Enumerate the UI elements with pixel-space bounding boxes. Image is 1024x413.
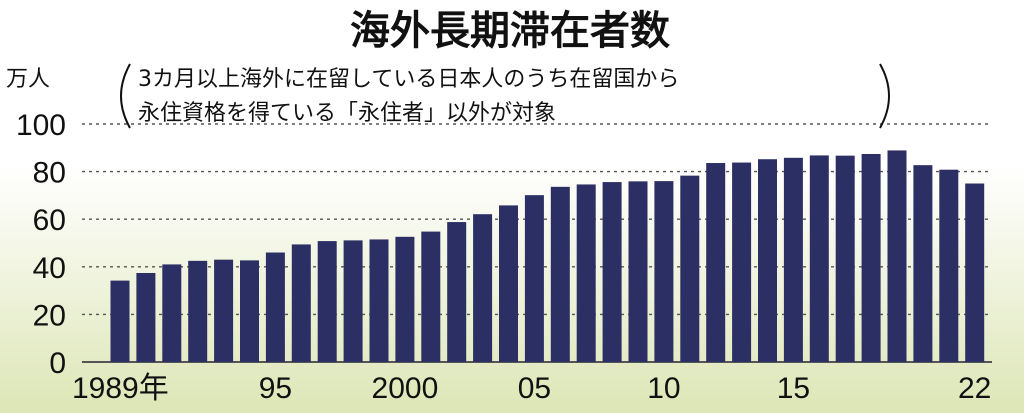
bar-1995 — [265, 252, 285, 362]
bar-2004 — [499, 205, 518, 362]
x-tick-label: 95 — [259, 372, 292, 405]
note-right-paren — [879, 63, 890, 129]
bar-2014 — [758, 159, 777, 362]
bar-2001 — [421, 231, 441, 362]
bar-1998 — [343, 240, 363, 362]
chart-title: 海外長期滞在者数 — [350, 8, 670, 54]
bar-2002 — [447, 222, 467, 362]
bar-layer — [110, 150, 985, 362]
axis-layer: 0 20 40 60 80 100 1989年 95 2000 05 10 15 22 — [16, 109, 991, 405]
bar-1991 — [162, 264, 182, 362]
x-tick-label: 10 — [647, 372, 680, 405]
bar-2022 — [965, 183, 985, 362]
bar-2019 — [887, 150, 907, 362]
bar-2007 — [576, 184, 596, 362]
bar-2012 — [706, 163, 726, 362]
bar-2009 — [628, 181, 648, 362]
y-tick-label: 100 — [16, 109, 66, 142]
bar-1989 — [110, 280, 130, 362]
y-tick-label: 40 — [33, 252, 66, 285]
x-tick-label: 05 — [518, 372, 551, 405]
bar-2020 — [913, 165, 933, 362]
x-tick-label: 2000 — [372, 372, 439, 405]
bar-2005 — [524, 195, 544, 362]
x-tick-label: 22 — [958, 372, 991, 405]
note-left-paren — [120, 63, 131, 129]
bar-2016 — [809, 155, 829, 362]
bar-2006 — [550, 186, 570, 362]
bar-2003 — [473, 214, 493, 362]
y-tick-label: 0 — [49, 347, 66, 380]
unit-label: 万人 — [6, 67, 50, 92]
bar-1993 — [214, 259, 234, 362]
bar-2013 — [732, 162, 752, 362]
x-tick-label: 1989年 — [72, 372, 169, 405]
note-line-1: 3カ月以上海外に在留している日本人のうち在留国から — [138, 67, 679, 92]
bar-1990 — [136, 272, 156, 362]
bar-2017 — [835, 155, 855, 362]
bar-2021 — [939, 169, 959, 362]
bar-1999 — [369, 239, 389, 362]
y-tick-label: 80 — [33, 157, 66, 190]
bar-1997 — [317, 241, 337, 362]
note-line-2: 永住資格を得ている「永住者」以外が対象 — [138, 101, 556, 126]
bar-1992 — [188, 260, 208, 362]
y-tick-label: 60 — [33, 204, 66, 237]
bar-2015 — [783, 157, 803, 362]
bar-2000 — [395, 236, 415, 362]
bar-2010 — [654, 181, 674, 362]
y-tick-label: 20 — [33, 299, 66, 332]
bar-1994 — [240, 260, 259, 362]
bar-2018 — [861, 153, 881, 362]
bar-2008 — [602, 182, 622, 362]
bar-1996 — [291, 244, 311, 362]
x-tick-label: 15 — [777, 372, 810, 405]
bar-2011 — [680, 175, 700, 362]
